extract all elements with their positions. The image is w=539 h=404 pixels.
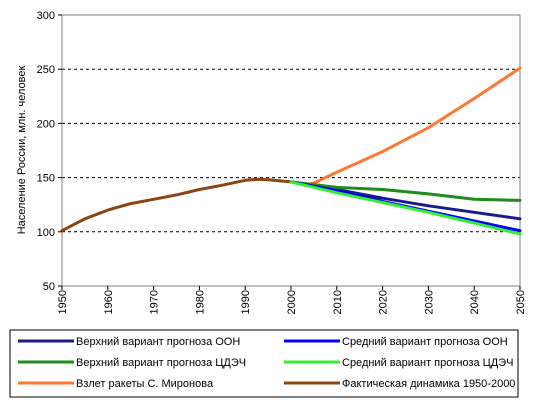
legend: Верхний вариант прогноза ООН Средний вари… bbox=[18, 336, 515, 390]
legend-label-4: Взлет ракеты С. Миронова bbox=[76, 378, 214, 390]
y-tick-label: 300 bbox=[37, 10, 55, 22]
series-line-2 bbox=[289, 180, 522, 202]
x-tick-label: 1980 bbox=[194, 290, 206, 314]
series-line-3 bbox=[289, 180, 522, 236]
y-tick-label: 50 bbox=[43, 281, 55, 293]
legend-label-5: Фактическая динамика 1950-2000 bbox=[342, 378, 515, 390]
series-line-5 bbox=[60, 177, 293, 233]
y-tick-labels: 50 100 150 200 250 300 bbox=[37, 10, 55, 293]
x-tick-label: 1970 bbox=[149, 290, 161, 314]
series-layer bbox=[60, 66, 522, 236]
y-tick-label: 200 bbox=[37, 118, 55, 130]
legend-label-2: Верхний вариант прогноза ЦДЭЧ bbox=[76, 357, 246, 369]
y-axis-title: Население России, млн. человек bbox=[16, 66, 28, 235]
x-tick-label: 2050 bbox=[515, 290, 527, 314]
x-tick-labels: 1950 1960 1970 1980 1990 2000 2010 2020 2030 2040… bbox=[57, 290, 527, 314]
x-tick-label: 2010 bbox=[332, 290, 344, 314]
legend-label-1: Средний вариант прогноза ООН bbox=[342, 336, 508, 348]
y-tick-label: 100 bbox=[37, 227, 55, 239]
legend-frame bbox=[9, 329, 519, 398]
x-tick-label: 2020 bbox=[378, 290, 390, 314]
y-tick-label: 250 bbox=[37, 64, 55, 76]
legend-label-3: Средний вариант прогноза ЦДЭЧ bbox=[342, 357, 513, 369]
series-line-4 bbox=[303, 66, 522, 187]
plot-area-frame bbox=[61, 14, 521, 287]
y-tick-label: 150 bbox=[37, 173, 55, 185]
gridlines bbox=[62, 68, 520, 233]
x-tick-label: 1950 bbox=[57, 290, 69, 314]
legend-label-0: Верхний вариант прогноза ООН bbox=[76, 336, 240, 348]
x-tick-label: 2030 bbox=[423, 290, 435, 314]
x-tick-label: 1960 bbox=[103, 290, 115, 314]
x-tick-label: 1990 bbox=[240, 290, 252, 314]
x-tick-label: 2000 bbox=[286, 290, 298, 314]
x-tick-label: 2040 bbox=[469, 290, 481, 314]
axis-ticks bbox=[58, 14, 521, 290]
